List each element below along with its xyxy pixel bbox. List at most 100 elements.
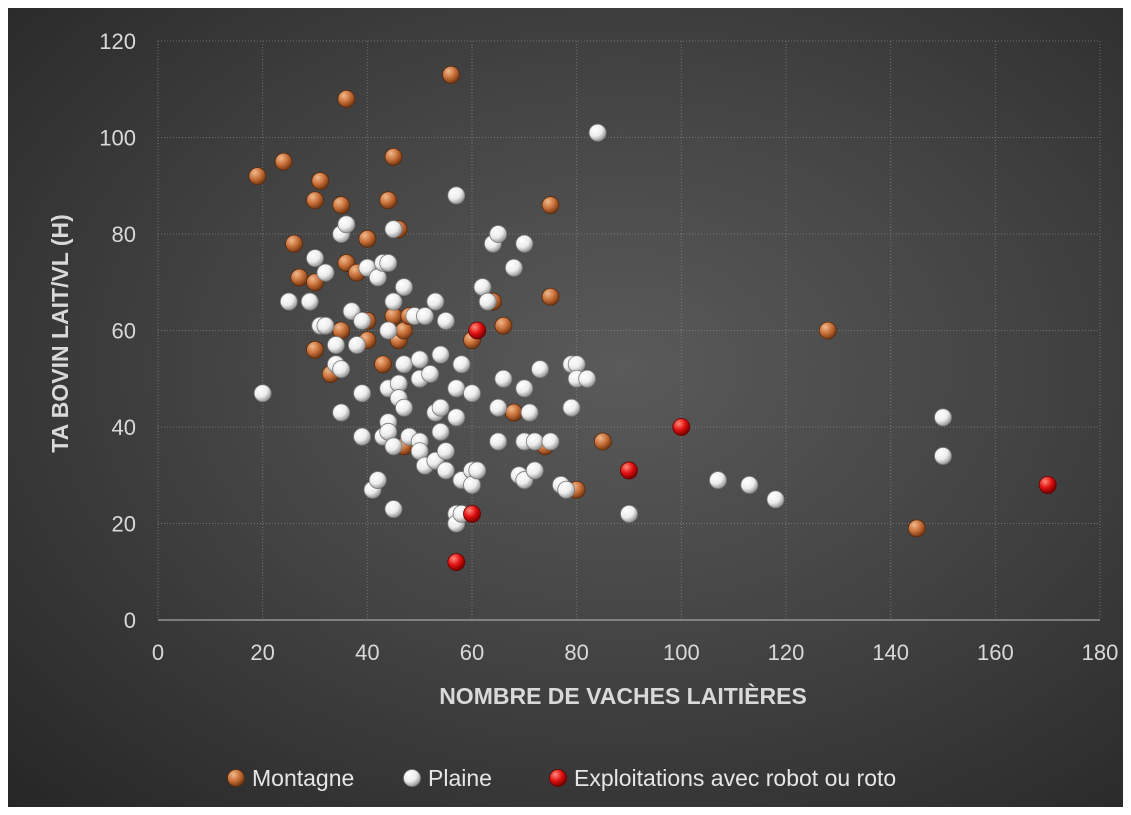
plaine-point — [426, 292, 445, 311]
montagne-point — [494, 316, 513, 335]
plaine-point — [525, 461, 544, 480]
montagne-point — [504, 403, 523, 422]
montagne-point — [306, 191, 324, 210]
scatter-chart: 0 20 40 60 80 100 120 140 160 180020406080100120 … — [47, 29, 1118, 791]
montagne-point — [274, 152, 293, 171]
montagne-point — [379, 191, 398, 210]
plaine-point — [395, 278, 413, 296]
x-tick-label: 20 — [250, 640, 274, 665]
robot-point — [447, 553, 466, 571]
montagne-point — [290, 268, 309, 287]
legend-marker — [549, 769, 567, 787]
plaine-point — [447, 408, 466, 427]
plaine-point — [504, 258, 523, 277]
y-tick-label: 120 — [99, 29, 136, 54]
legend-marker — [227, 769, 245, 787]
plaine-point — [489, 225, 508, 243]
montagne-point — [384, 147, 403, 166]
plaine-point — [557, 480, 576, 499]
robot-point — [1038, 475, 1057, 494]
montagne-point — [442, 65, 460, 84]
plaine-point — [316, 263, 335, 282]
plaine-point — [766, 490, 785, 509]
plaine-point — [431, 398, 450, 417]
plaine-point — [384, 292, 403, 311]
plaine-point — [515, 379, 534, 398]
x-tick-label: 0 — [152, 640, 164, 665]
plaine-point — [562, 398, 581, 417]
x-tick-label: 140 — [872, 640, 909, 665]
robot-point — [620, 461, 638, 480]
montagne-point — [285, 234, 303, 253]
plaine-point — [468, 461, 487, 480]
y-tick-label: 40 — [112, 415, 136, 440]
plaine-point — [436, 442, 455, 461]
y-tick-label: 100 — [99, 126, 136, 151]
plaine-point — [578, 369, 597, 388]
gridlines — [158, 40, 1101, 620]
montagne-point — [907, 519, 926, 538]
plaine-point — [452, 355, 471, 374]
plaine-point — [253, 384, 272, 403]
plaine-point — [531, 360, 549, 379]
plaine-point — [415, 307, 434, 325]
plaine-point — [332, 360, 351, 379]
plaine-point — [384, 220, 403, 239]
plaine-point — [447, 186, 466, 205]
x-tick-label: 60 — [460, 640, 484, 665]
legend-label: Montagne — [252, 765, 354, 791]
montagne-point — [306, 340, 324, 359]
plaine-point — [478, 292, 497, 311]
plaine-point — [332, 403, 351, 422]
plaine-point — [379, 254, 398, 272]
plaine-point — [436, 311, 455, 330]
plaine-point — [300, 292, 319, 311]
plaine-point — [279, 292, 298, 311]
robot-point — [672, 418, 691, 436]
legend-label: Exploitations avec robot ou roto — [574, 765, 896, 791]
plaine-point — [431, 422, 450, 441]
plaine-point — [489, 432, 508, 451]
plaine-point — [541, 432, 560, 451]
plaine-point — [327, 336, 345, 354]
y-axis-title: TA BOVIN LAIT/VL (H) — [47, 214, 73, 453]
plaine-point — [421, 365, 440, 383]
plaine-point — [494, 369, 513, 388]
plaine-point — [447, 379, 466, 398]
legend-label: Plaine — [428, 765, 492, 791]
y-tick-label: 0 — [124, 608, 136, 633]
plaine-point — [463, 384, 481, 403]
legend: Montagne Plaine Exploitations avec robot o… — [227, 765, 896, 791]
montagne-point — [358, 229, 377, 248]
plaine-point — [410, 350, 429, 369]
montagne-point — [332, 196, 351, 214]
legend-marker — [403, 769, 421, 787]
plaine-point — [431, 345, 450, 364]
plaine-point — [520, 403, 539, 422]
montagne-point — [541, 196, 560, 214]
x-tick-label: 100 — [663, 640, 700, 665]
plaine-point — [316, 316, 335, 335]
data-points — [248, 65, 1057, 571]
x-tick-label: 80 — [564, 640, 588, 665]
plaine-point — [740, 475, 759, 494]
plaine-point — [384, 500, 403, 518]
robot-point — [463, 504, 481, 523]
plaine-point — [489, 398, 508, 417]
x-tick-label: 120 — [768, 640, 805, 665]
plaine-point — [353, 427, 372, 446]
montagne-point — [818, 321, 837, 340]
plaine-point — [588, 123, 607, 142]
plaine-point — [337, 215, 356, 234]
plaine-point — [395, 398, 413, 417]
y-tick-label: 60 — [112, 319, 136, 344]
plaine-point — [515, 234, 534, 253]
axes: 0 20 40 60 80 100 120 140 160 180 0 20 40 60 80 100 120 — [99, 29, 1118, 665]
plaine-point — [368, 471, 387, 489]
montagne-point — [593, 432, 612, 451]
x-tick-label: 160 — [977, 640, 1014, 665]
plaine-point — [353, 311, 372, 330]
plaine-point — [709, 471, 727, 489]
plaine-point — [934, 447, 952, 465]
x-tick-label: 180 — [1082, 640, 1119, 665]
